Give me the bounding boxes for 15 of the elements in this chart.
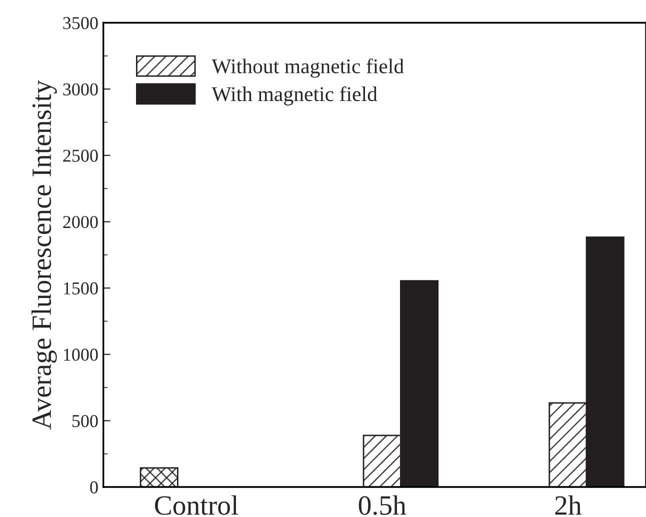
y-tick-label: 2500 [63,150,98,162]
y-tick-label: 2000 [63,216,98,228]
y-tick-label: 1000 [64,348,98,361]
y-tick-label: 500 [72,414,98,428]
x-tick-label: 2h [555,495,582,515]
y-tick-label: 1500 [64,282,98,294]
bar [140,467,178,488]
y-tick-label: 0 [90,481,98,494]
y-axis-title: Average Fluorescence Intensity [32,80,57,430]
legend-label: With magnetic field [212,86,378,106]
x-tick-label: Control [154,495,238,515]
legend-label: Without magnetic field [212,58,404,78]
y-tick-label: 3000 [63,83,98,96]
x-tick-label: 0.5h [358,495,406,516]
y-tick-label: 3500 [63,17,98,30]
